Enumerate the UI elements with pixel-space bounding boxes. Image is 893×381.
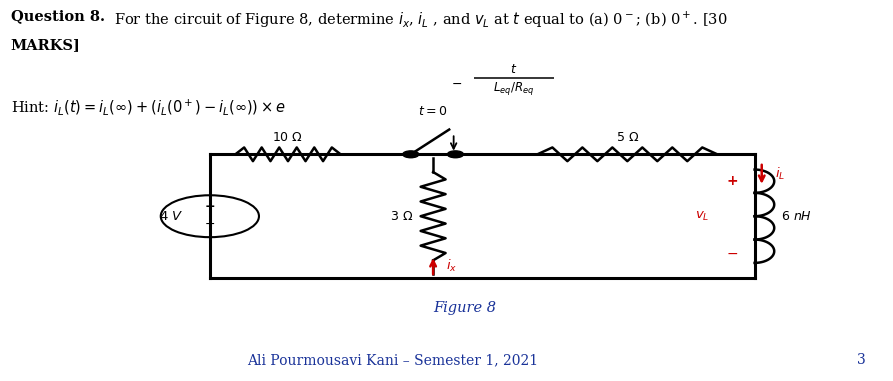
Text: +: + — [726, 174, 739, 188]
Text: Hint: $i_L(t) = i_L(\infty) + (i_L(0^+) - i_L(\infty)) \times e$: Hint: $i_L(t) = i_L(\infty) + (i_L(0^+) … — [11, 97, 286, 117]
Text: −: − — [726, 247, 739, 260]
Circle shape — [447, 151, 463, 158]
Text: $5\ \Omega$: $5\ \Omega$ — [616, 131, 638, 144]
Text: $v_L$: $v_L$ — [696, 210, 710, 223]
Circle shape — [403, 151, 419, 158]
Text: $-$: $-$ — [451, 77, 462, 90]
Text: $4\ V$: $4\ V$ — [158, 210, 183, 223]
Text: $i_x$: $i_x$ — [446, 258, 458, 274]
Text: For the circuit of Figure 8, determine $i_x$, $i_L$ , and $v_L$ at $t$ equal to : For the circuit of Figure 8, determine $… — [114, 10, 728, 30]
Text: $6\ nH$: $6\ nH$ — [781, 210, 813, 223]
Text: $3\ \Omega$: $3\ \Omega$ — [390, 210, 413, 223]
Text: $L_{eq}/R_{eq}$: $L_{eq}/R_{eq}$ — [493, 80, 535, 97]
Text: −: − — [204, 218, 215, 231]
Text: $t=0$: $t=0$ — [419, 105, 447, 118]
Text: Question 8.: Question 8. — [11, 10, 104, 24]
Text: MARKS]: MARKS] — [11, 38, 80, 52]
Text: 3: 3 — [857, 353, 866, 367]
Text: Figure 8: Figure 8 — [433, 301, 496, 315]
Text: Ali Pourmousavi Kani – Semester 1, 2021: Ali Pourmousavi Kani – Semester 1, 2021 — [247, 353, 538, 367]
Text: $i_L$: $i_L$ — [775, 166, 786, 182]
Text: $10\ \Omega$: $10\ \Omega$ — [272, 131, 304, 144]
Text: $t$: $t$ — [510, 63, 518, 76]
Text: +: + — [204, 200, 215, 213]
